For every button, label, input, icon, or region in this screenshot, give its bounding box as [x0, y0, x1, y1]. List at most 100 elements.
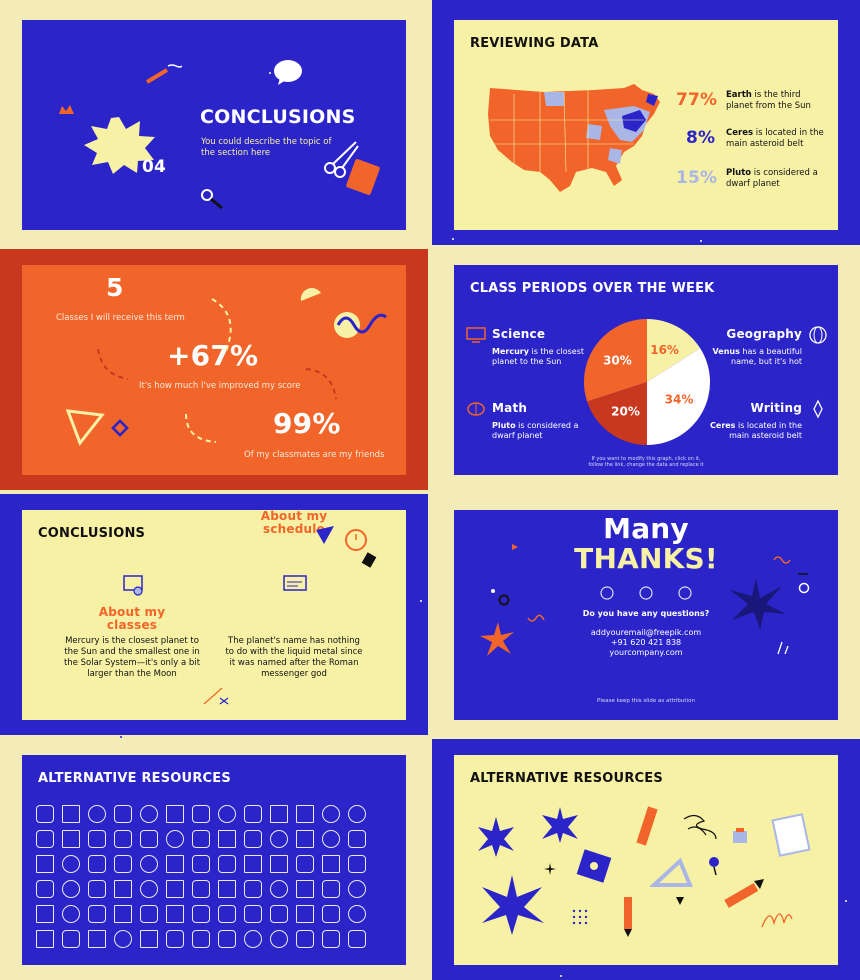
basketball-icon[interactable]	[348, 905, 366, 923]
piano-icon[interactable]	[88, 930, 106, 948]
slide-5[interactable]: CONCLUSIONS About my classes Mercury is …	[22, 510, 406, 720]
monitor-icon[interactable]	[166, 880, 184, 898]
rugby-icon[interactable]	[270, 930, 288, 948]
slide-3[interactable]: 5 Classes I will receive this term +67% …	[22, 265, 406, 475]
award-icon[interactable]	[296, 930, 314, 948]
table-icon[interactable]	[322, 855, 340, 873]
beaker-icon[interactable]	[218, 905, 236, 923]
chart-icon[interactable]	[114, 855, 132, 873]
flask-icon[interactable]	[296, 855, 314, 873]
laptop-icon[interactable]	[166, 905, 184, 923]
facebook-icon[interactable]	[678, 586, 692, 600]
guitar-icon[interactable]	[322, 905, 340, 923]
id-card-icon[interactable]	[140, 930, 158, 948]
whistle-icon[interactable]	[244, 805, 262, 823]
instagram-icon[interactable]	[348, 830, 366, 848]
bus-icon[interactable]	[114, 805, 132, 823]
fan-icon[interactable]	[88, 855, 106, 873]
info-icon[interactable]	[114, 930, 132, 948]
pie-slice-math[interactable]	[587, 382, 647, 445]
lock-icon[interactable]	[36, 805, 54, 823]
compass-icon[interactable]	[322, 805, 340, 823]
cabinet-icon[interactable]	[36, 905, 54, 923]
map-icon[interactable]	[88, 905, 106, 923]
magnifier-icon[interactable]	[270, 880, 288, 898]
notebook-icon[interactable]	[88, 880, 106, 898]
shirt-icon[interactable]	[348, 930, 366, 948]
medal-icon[interactable]	[322, 930, 340, 948]
twitter-icon[interactable]	[639, 586, 653, 600]
lighthouse-icon[interactable]	[270, 905, 288, 923]
books-icon[interactable]	[192, 805, 210, 823]
pie-slice-writing[interactable]	[647, 348, 710, 445]
atom-icon[interactable]	[140, 905, 158, 923]
close-icon[interactable]	[140, 855, 158, 873]
protractor-icon[interactable]	[62, 880, 80, 898]
scissors-icon[interactable]	[88, 805, 106, 823]
slide-8[interactable]: ALTERNATIVE RESOURCES	[454, 755, 838, 965]
instagram-icon[interactable]	[600, 586, 614, 600]
megaphone-icon[interactable]	[218, 855, 236, 873]
pen-icon[interactable]	[244, 830, 262, 848]
backpack-icon[interactable]	[36, 880, 54, 898]
stack-icon[interactable]	[140, 830, 158, 848]
whiteboard-icon[interactable]	[62, 805, 80, 823]
pie-slice-science[interactable]	[584, 319, 647, 402]
tools-icon[interactable]	[192, 830, 210, 848]
contact-email[interactable]: addyouremail@freepik.com	[590, 628, 702, 637]
football-icon[interactable]	[348, 880, 366, 898]
arch-icon[interactable]	[296, 805, 314, 823]
plane-icon[interactable]	[270, 830, 288, 848]
document-icon[interactable]	[244, 855, 262, 873]
crayon-icon[interactable]	[192, 855, 210, 873]
video-icon[interactable]	[270, 855, 288, 873]
slide-7[interactable]: ALTERNATIVE RESOURCES	[22, 755, 406, 965]
pencil-icon[interactable]	[166, 930, 184, 948]
trophy-icon[interactable]	[192, 880, 210, 898]
clock-icon[interactable]	[62, 855, 80, 873]
stat-bold: Ceres	[726, 128, 754, 138]
slides-icon[interactable]	[62, 830, 80, 848]
bottle-icon[interactable]	[244, 905, 262, 923]
people-icon[interactable]	[192, 905, 210, 923]
ruler-icon[interactable]	[348, 855, 366, 873]
bookmark-icon[interactable]	[244, 880, 262, 898]
grid-icon[interactable]	[166, 855, 184, 873]
list-icon[interactable]	[296, 830, 314, 848]
cross-icon[interactable]	[166, 830, 184, 848]
edit-icon[interactable]	[218, 830, 236, 848]
slide-6[interactable]: Many THANKS! Do you have any questions? …	[454, 510, 838, 720]
target-icon[interactable]	[322, 830, 340, 848]
calculator-icon[interactable]	[36, 830, 54, 848]
phone-icon[interactable]	[322, 880, 340, 898]
slide-2[interactable]: REVIEWING DATA 77% Earth is the third pla…	[454, 20, 838, 230]
file-icon[interactable]	[218, 880, 236, 898]
bag-icon[interactable]	[296, 905, 314, 923]
stapler-icon[interactable]	[36, 930, 54, 948]
certificate-icon[interactable]	[114, 880, 132, 898]
slide-4[interactable]: CLASS PERIODS OVER THE WEEK Science Merc…	[454, 265, 838, 475]
backpack-alt-icon[interactable]	[218, 930, 236, 948]
keyboard-icon[interactable]	[296, 880, 314, 898]
attribution-text: Please keep this slide as attribution	[597, 698, 695, 704]
board-icon[interactable]	[114, 905, 132, 923]
slide-1[interactable]: CONCLUSIONS You could describe the topic…	[22, 20, 406, 230]
percent-icon[interactable]	[218, 805, 236, 823]
calendar-icon[interactable]	[36, 855, 54, 873]
chart-note: If you want to modify this graph, click …	[564, 456, 728, 468]
no-icon[interactable]	[348, 805, 366, 823]
cup-icon[interactable]	[192, 930, 210, 948]
pie-slice-geography[interactable]	[647, 319, 701, 382]
apple-icon[interactable]	[244, 930, 262, 948]
violin-icon[interactable]	[62, 930, 80, 948]
glasses-icon[interactable]	[62, 905, 80, 923]
globe-icon[interactable]	[140, 805, 158, 823]
soccer-icon[interactable]	[140, 880, 158, 898]
pool-icon[interactable]	[270, 805, 288, 823]
contact-website[interactable]: yourcompany.com	[609, 648, 683, 657]
pencil-cup-icon[interactable]	[88, 830, 106, 848]
mug-icon[interactable]	[114, 830, 132, 848]
building-icon[interactable]	[166, 805, 184, 823]
ruler-icon	[636, 806, 658, 846]
pie-chart[interactable]: 16% 34% 20% 30%	[582, 317, 712, 447]
